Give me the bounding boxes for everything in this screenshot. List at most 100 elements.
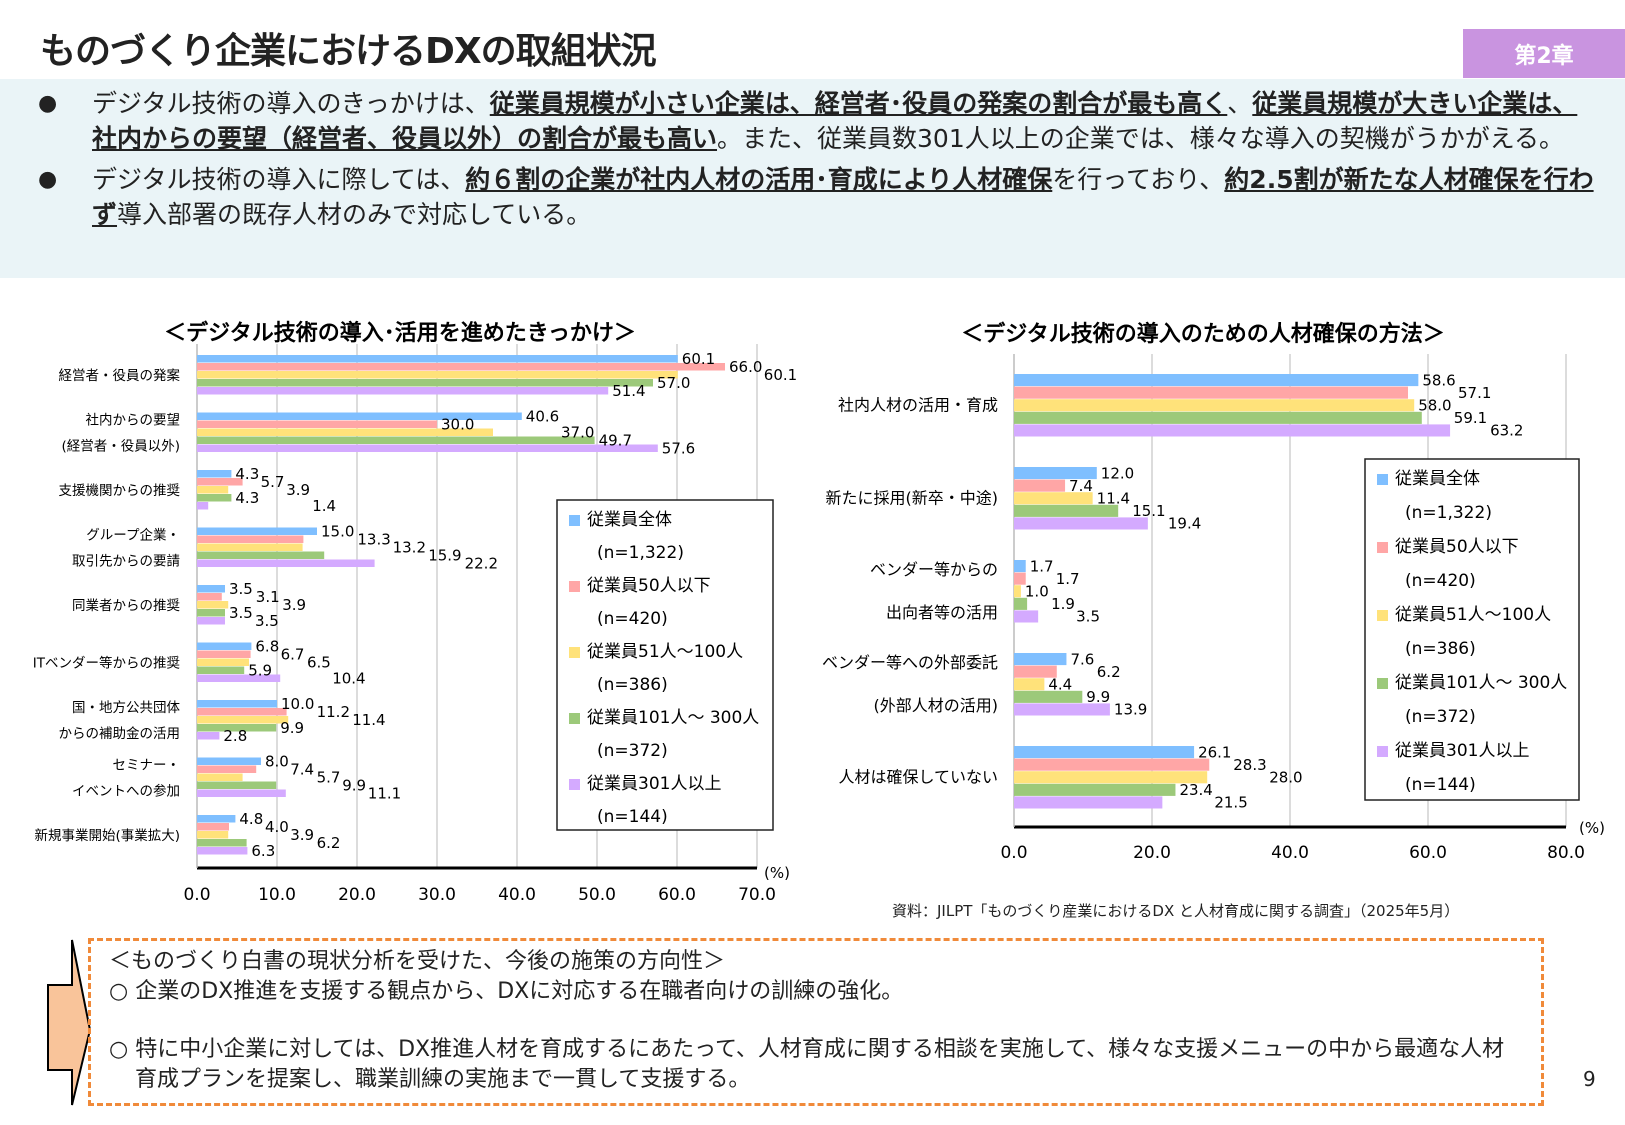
emphasis-text: 約６割の企業が社内人材の活用･育成により人材確保 bbox=[465, 165, 1053, 194]
legend-n: (n=386) bbox=[597, 675, 668, 695]
data-label: 4.3 bbox=[235, 489, 259, 507]
bar bbox=[197, 789, 286, 797]
legend-n: (n=386) bbox=[1405, 639, 1476, 659]
data-label: 8.0 bbox=[265, 753, 289, 771]
bar bbox=[197, 470, 232, 478]
legend-swatch bbox=[1377, 542, 1388, 553]
category-label: ITベンダー等からの推奨 bbox=[33, 655, 181, 672]
data-label: 5.9 bbox=[248, 662, 272, 680]
bar bbox=[197, 428, 493, 436]
bar bbox=[1014, 783, 1176, 796]
bar bbox=[197, 585, 225, 593]
legend-swatch bbox=[1377, 610, 1388, 621]
data-label: 21.5 bbox=[1214, 794, 1247, 812]
data-label: 19.4 bbox=[1168, 515, 1201, 533]
x-tick-label: 60.0 bbox=[1409, 843, 1447, 863]
legend-swatch bbox=[569, 779, 580, 790]
page-title: ものづくり企業におけるDXの取組状況 bbox=[40, 31, 657, 72]
data-label: 3.5 bbox=[255, 612, 279, 630]
data-label: 4.4 bbox=[1048, 676, 1072, 694]
category-label: 新規事業開始(事業拡大) bbox=[34, 828, 180, 844]
data-label: 11.4 bbox=[1097, 490, 1130, 508]
data-label: 3.9 bbox=[286, 481, 310, 499]
x-tick-label: 40.0 bbox=[1271, 843, 1309, 863]
data-label: 9.9 bbox=[1086, 688, 1110, 706]
bar bbox=[197, 831, 229, 839]
x-tick-label: 60.0 bbox=[658, 885, 696, 905]
bar bbox=[1014, 411, 1422, 424]
legend-label: 従業員101人～ 300人 bbox=[1395, 673, 1567, 693]
bar bbox=[197, 363, 725, 371]
arrow-icon bbox=[47, 939, 92, 1106]
bar bbox=[197, 666, 245, 674]
data-label: 13.3 bbox=[357, 531, 390, 549]
data-label: 1.7 bbox=[1030, 557, 1054, 575]
legend-n: (n=372) bbox=[597, 741, 668, 761]
data-label: 63.2 bbox=[1490, 422, 1523, 440]
unit-label: (%) bbox=[1579, 819, 1605, 837]
bar bbox=[197, 650, 251, 658]
bar bbox=[197, 420, 437, 428]
text: デジタル技術の導入に際しては、 bbox=[92, 165, 466, 194]
bar bbox=[197, 502, 209, 510]
text: 、 bbox=[1227, 89, 1253, 118]
legend-swatch bbox=[569, 581, 580, 592]
bar bbox=[197, 486, 229, 494]
bar bbox=[197, 379, 653, 387]
text: を行っており、 bbox=[1052, 165, 1225, 194]
category-label: ベンダー等への外部委託 bbox=[822, 653, 998, 672]
data-label: 5.7 bbox=[261, 473, 285, 491]
x-tick-label: 0.0 bbox=[1000, 843, 1027, 863]
bar bbox=[197, 494, 232, 502]
text: デジタル技術の導入のきっかけは、 bbox=[92, 89, 490, 118]
bar bbox=[197, 527, 317, 535]
data-label: 3.9 bbox=[290, 826, 314, 844]
category-label: ベンダー等からの bbox=[870, 560, 998, 579]
bar bbox=[197, 551, 325, 559]
data-label: 13.9 bbox=[1114, 701, 1147, 719]
data-label: 57.6 bbox=[662, 440, 695, 458]
bar bbox=[1014, 665, 1057, 678]
bar bbox=[197, 412, 522, 420]
category-label: 新たに採用(新卒・中途) bbox=[826, 489, 999, 508]
data-label: 66.0 bbox=[729, 358, 762, 376]
data-label: 9.9 bbox=[342, 777, 366, 795]
data-label: 6.3 bbox=[251, 842, 275, 860]
bar bbox=[1014, 758, 1210, 771]
legend-label: 従業員301人以上 bbox=[1395, 741, 1529, 761]
data-label: 1.7 bbox=[1056, 570, 1080, 588]
bar bbox=[197, 700, 277, 708]
page-number: 9 bbox=[1583, 1067, 1596, 1091]
policy-heading: ＜ものづくり白書の現状分析を受けた、今後の施策の方向性＞ bbox=[109, 949, 726, 974]
bar bbox=[1014, 585, 1021, 598]
bar bbox=[197, 444, 658, 452]
category-label: 同業者からの推奨 bbox=[72, 598, 180, 614]
bar bbox=[1014, 386, 1408, 399]
data-label: 9.9 bbox=[280, 719, 304, 737]
legend-n: (n=420) bbox=[1405, 571, 1476, 591]
data-label: 58.6 bbox=[1422, 371, 1455, 389]
bar bbox=[1014, 399, 1415, 412]
bar bbox=[197, 781, 277, 789]
bar bbox=[197, 543, 303, 551]
data-label: 2.8 bbox=[223, 727, 247, 745]
x-tick-label: 20.0 bbox=[1133, 843, 1171, 863]
bar bbox=[1014, 572, 1026, 585]
text: 導入部署の既存人材のみで対応している。 bbox=[117, 200, 592, 229]
data-label: 15.0 bbox=[321, 523, 354, 541]
data-label: 10.4 bbox=[332, 670, 365, 688]
data-label: 3.9 bbox=[282, 596, 306, 614]
data-label: 11.4 bbox=[352, 711, 385, 729]
legend-n: (n=144) bbox=[1405, 775, 1476, 795]
bar bbox=[197, 609, 225, 617]
bar bbox=[197, 716, 289, 724]
bar bbox=[197, 355, 678, 363]
data-label: 57.1 bbox=[1458, 384, 1491, 402]
bar bbox=[197, 601, 229, 609]
category-label: (経営者・役員以外) bbox=[61, 439, 180, 455]
data-label: 6.8 bbox=[255, 638, 279, 656]
bar bbox=[197, 823, 229, 831]
data-label: 28.3 bbox=[1233, 756, 1266, 774]
x-tick-label: 80.0 bbox=[1547, 843, 1585, 863]
bar bbox=[1014, 374, 1419, 387]
